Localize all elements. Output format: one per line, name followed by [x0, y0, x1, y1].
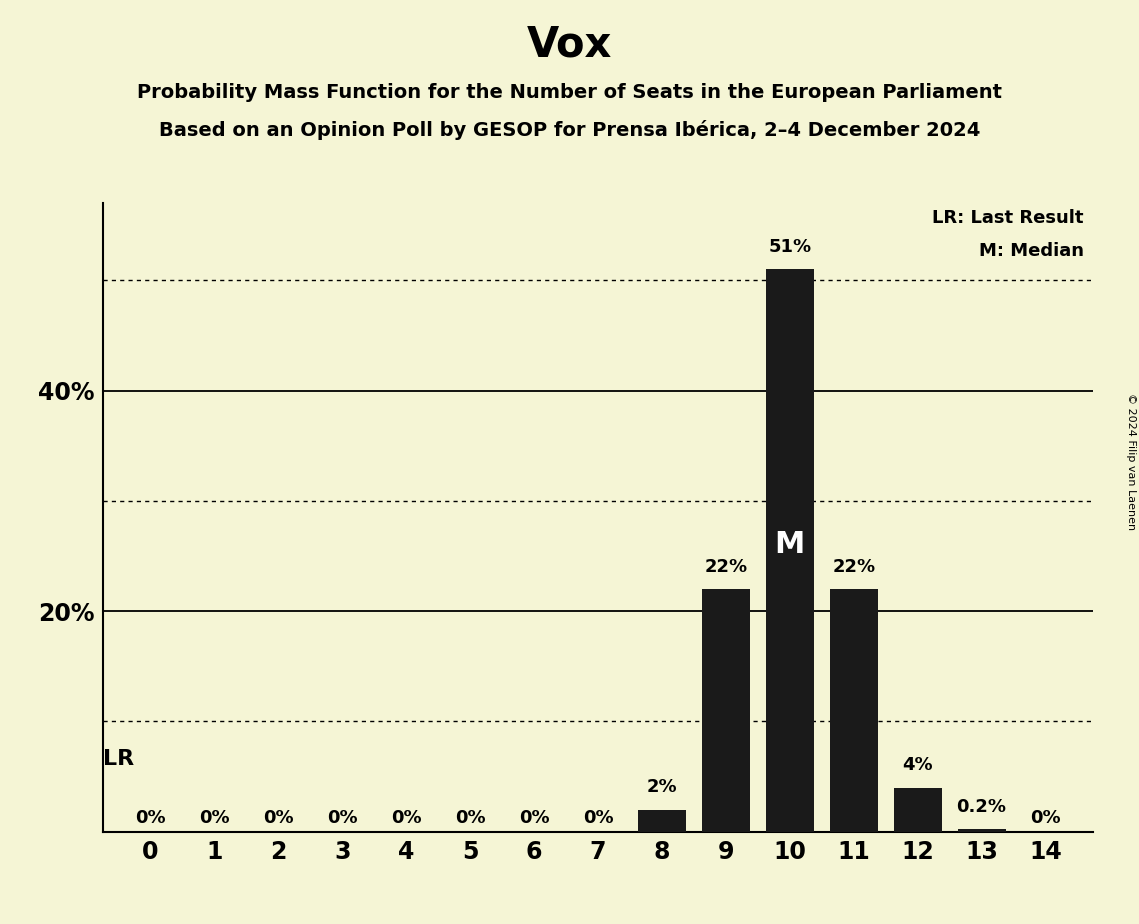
Text: 0%: 0% — [327, 809, 358, 827]
Text: 22%: 22% — [833, 558, 875, 576]
Text: LR: LR — [103, 749, 133, 769]
Text: © 2024 Filip van Laenen: © 2024 Filip van Laenen — [1126, 394, 1136, 530]
Text: 0%: 0% — [1030, 809, 1060, 827]
Text: 0%: 0% — [583, 809, 613, 827]
Text: M: M — [775, 530, 805, 560]
Bar — [638, 809, 686, 832]
Text: 51%: 51% — [768, 238, 811, 256]
Bar — [702, 590, 749, 832]
Text: M: Median: M: Median — [978, 242, 1084, 260]
Text: Vox: Vox — [527, 23, 612, 65]
Text: 0.2%: 0.2% — [957, 798, 1007, 816]
Text: 0%: 0% — [391, 809, 421, 827]
Bar — [765, 270, 813, 832]
Text: 0%: 0% — [263, 809, 294, 827]
Text: 22%: 22% — [704, 558, 747, 576]
Text: Probability Mass Function for the Number of Seats in the European Parliament: Probability Mass Function for the Number… — [137, 83, 1002, 103]
Bar — [958, 830, 1006, 832]
Text: 0%: 0% — [199, 809, 230, 827]
Bar — [894, 787, 942, 832]
Text: LR: Last Result: LR: Last Result — [933, 209, 1084, 226]
Text: 2%: 2% — [647, 778, 678, 796]
Text: 4%: 4% — [902, 756, 933, 774]
Text: 0%: 0% — [136, 809, 166, 827]
Text: 0%: 0% — [518, 809, 549, 827]
Text: 0%: 0% — [454, 809, 485, 827]
Text: Based on an Opinion Poll by GESOP for Prensa Ibérica, 2–4 December 2024: Based on an Opinion Poll by GESOP for Pr… — [158, 120, 981, 140]
Bar — [829, 590, 878, 832]
